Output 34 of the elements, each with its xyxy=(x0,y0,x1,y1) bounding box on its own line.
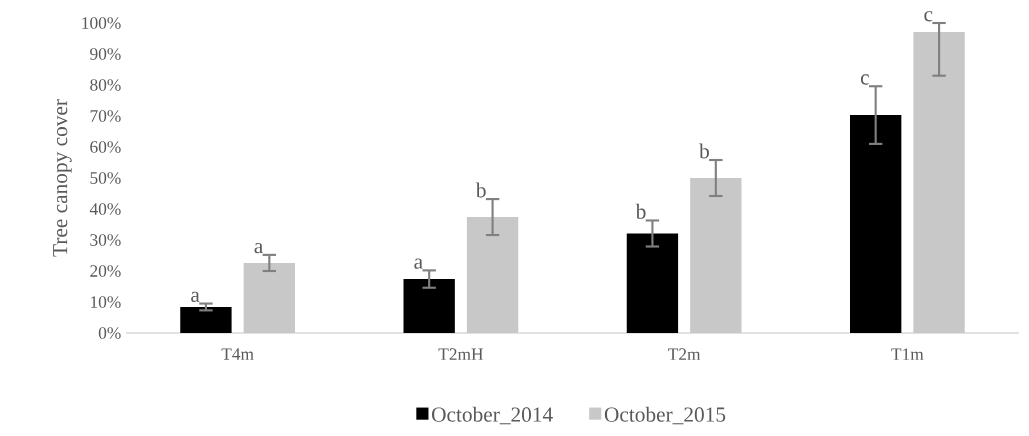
y-tick-label: 100% xyxy=(82,17,121,29)
y-tick-label: 90% xyxy=(90,48,121,60)
x-tick-label: T2m xyxy=(668,348,701,360)
y-tick-label: 0% xyxy=(98,327,121,339)
bar xyxy=(466,217,519,333)
legend-label: October_2014 xyxy=(432,406,553,425)
data-label: a xyxy=(191,291,200,302)
bar xyxy=(180,306,232,333)
bar xyxy=(243,262,295,333)
y-tick-label: 30% xyxy=(90,234,121,246)
bar xyxy=(403,279,455,333)
x-tick-label: T1m xyxy=(891,348,924,360)
data-label: c xyxy=(924,11,933,22)
data-label: a xyxy=(254,243,263,254)
y-tick-label: 70% xyxy=(90,110,121,122)
y-axis-title: Tree canopy cover xyxy=(53,99,72,257)
bar xyxy=(626,233,679,333)
data-label: a xyxy=(414,258,423,269)
data-label: c xyxy=(860,74,869,85)
y-tick-label: 50% xyxy=(90,172,121,184)
data-label: b xyxy=(635,203,646,219)
y-tick-label: 60% xyxy=(90,141,121,153)
data-label: b xyxy=(699,143,709,159)
y-tick-label: 80% xyxy=(90,79,121,91)
x-tick-label: T2mH xyxy=(438,348,483,360)
data-label: b xyxy=(475,182,486,198)
y-tick-label: 40% xyxy=(89,203,121,215)
y-tick-label: 20% xyxy=(90,265,121,277)
bar xyxy=(850,115,902,333)
x-tick-label: T4m xyxy=(221,348,254,360)
bar xyxy=(690,178,742,333)
legend-label: October_2015 xyxy=(604,406,726,425)
y-tick-label: 10% xyxy=(91,296,121,308)
bar xyxy=(913,31,965,333)
